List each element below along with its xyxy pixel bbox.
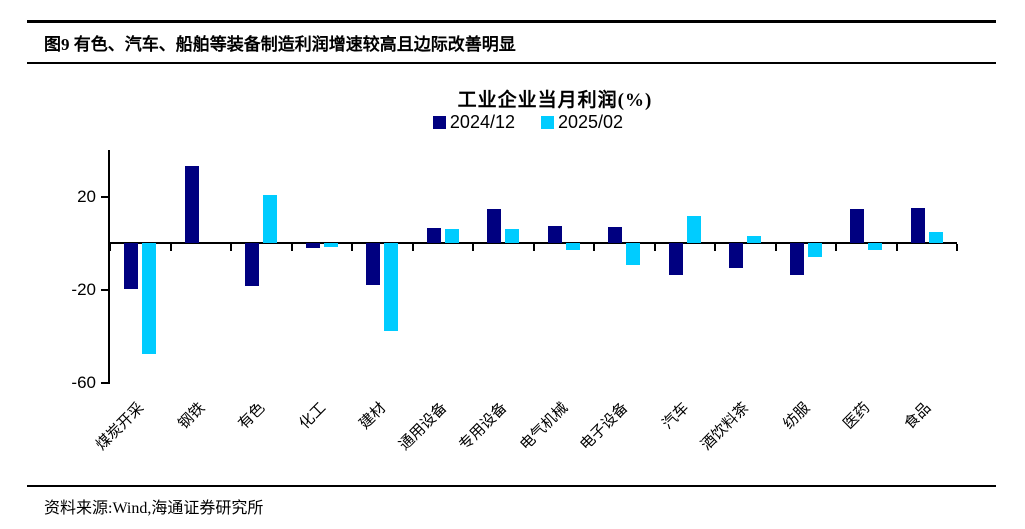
legend-swatch-0 [432,116,446,129]
y-axis-tick [101,382,108,384]
x-axis-tick [593,244,595,252]
chart-bar [245,243,260,287]
chart-bar [928,231,943,244]
chart-bar [868,243,883,251]
chart-bar [142,243,157,354]
legend-label: 2025/02 [558,112,624,132]
y-axis-tick-label: 20 [77,186,96,206]
legend-swatch-1 [541,116,554,129]
x-axis-tick [653,244,656,252]
chart-bar [184,166,199,244]
x-axis-tick [109,244,111,252]
chart-bar [487,209,502,244]
y-axis-tick-label: -20 [71,279,96,299]
y-axis-tick-label: -60 [71,373,96,392]
y-axis-tick [101,288,108,291]
chart-bar [565,243,580,251]
chart-bar [807,243,822,258]
chart-bar [444,229,459,244]
chart-bar [305,243,320,248]
legend-label: 2024/12 [449,112,515,132]
chart-bar [323,243,338,247]
chart-bar [608,226,623,244]
x-axis-tick [956,244,958,252]
chart-bar [426,228,441,244]
y-axis [108,150,110,384]
footer-rule [27,485,996,487]
header-top-rule [27,20,996,23]
chart-bar [505,229,520,244]
chart-bar [263,195,278,244]
x-axis-tick [895,244,898,252]
chart-bar [729,243,744,268]
chart-bar [668,243,683,275]
chart-bar [850,209,865,244]
chart-bar [789,243,804,275]
chart-bar [547,225,562,244]
chart-bar [686,216,701,244]
chart-bar [366,243,381,286]
x-axis-tick [290,244,293,252]
x-axis-tick [714,244,716,252]
chart-bar [910,208,925,244]
x-axis-tick [411,244,414,252]
chart-bar [384,243,399,331]
figure-title: 图9 有色、汽车、船舶等装备制造利润增速较高且边际改善明显 [44,35,516,54]
x-axis-tick [230,244,232,252]
x-axis-tick [835,244,837,252]
header-bottom-rule [27,62,996,64]
chart-bar [626,243,641,266]
x-axis-tick [169,244,172,252]
legend-item-2025-02: 2025/02 [541,112,623,133]
chart-legend: 2024/12 2025/02 [378,112,678,133]
chart-bar [124,243,139,289]
y-axis-tick [101,195,108,198]
x-axis-tick [774,244,777,252]
chart-bar [747,236,762,244]
x-axis-tick [532,244,535,252]
x-axis [110,242,957,245]
x-axis-tick [472,244,474,252]
source-note: 资料来源:Wind,海通证券研究所 [44,500,264,517]
legend-item-2024-12: 2024/12 [432,112,515,133]
x-axis-tick [351,244,353,252]
chart-title: 工业企业当月利润(%) [457,90,653,111]
